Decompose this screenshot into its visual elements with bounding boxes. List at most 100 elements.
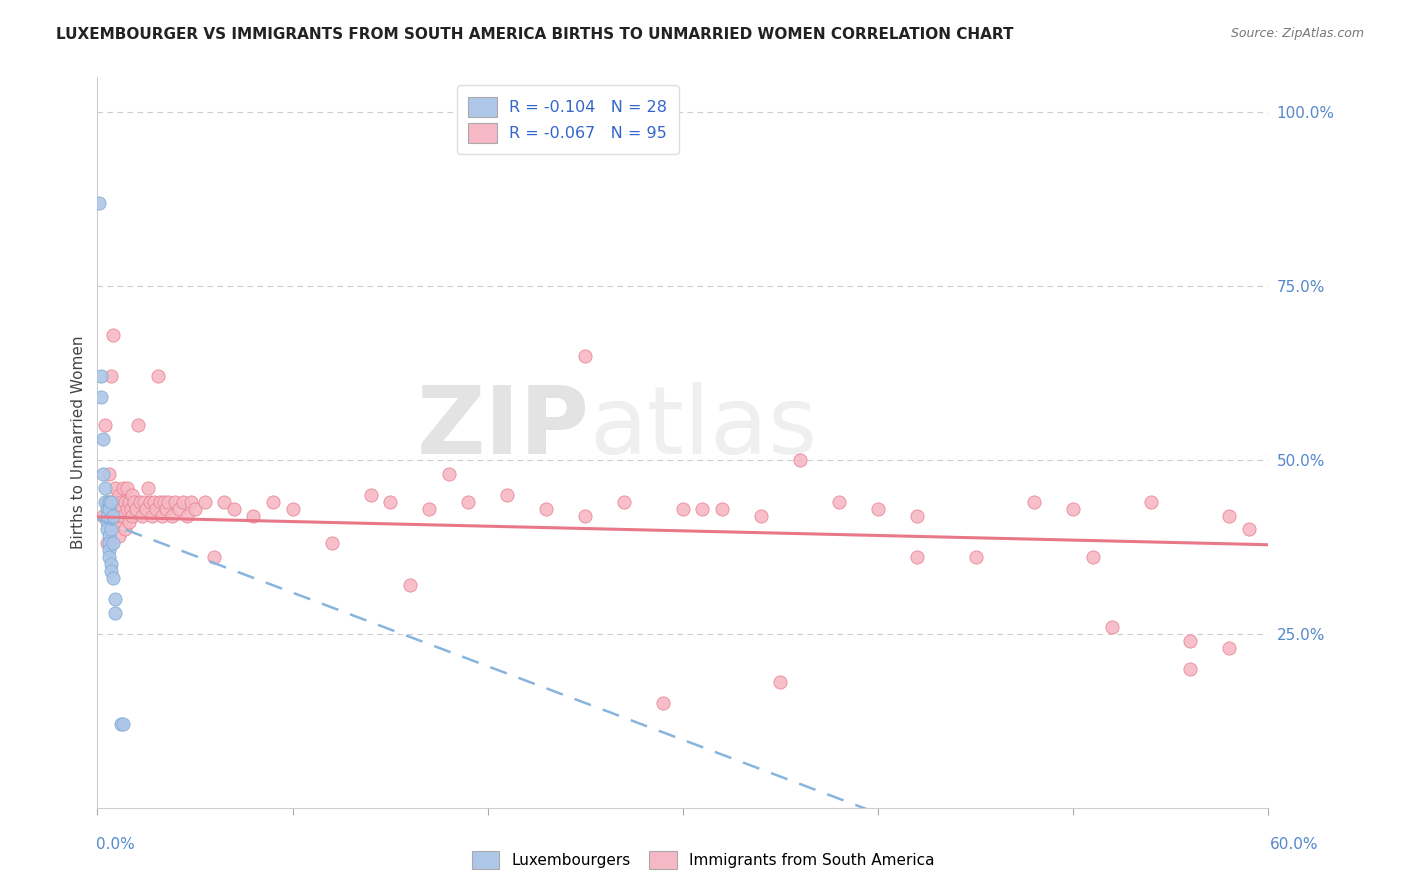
Point (101, 536, 124, 550)
Text: Source: ZipAtlas.com: Source: ZipAtlas.com (1230, 27, 1364, 40)
Text: atlas: atlas (589, 382, 817, 474)
Point (127, 418, 149, 433)
Point (212, 494, 235, 508)
Point (98, 501, 121, 516)
Point (574, 349, 596, 363)
Point (98, 494, 121, 508)
Legend: R = -0.104   N = 28, R = -0.067   N = 95: R = -0.104 N = 28, R = -0.067 N = 95 (457, 86, 679, 154)
Point (194, 494, 217, 508)
Point (165, 494, 187, 508)
Point (115, 501, 138, 516)
Point (146, 369, 169, 384)
Point (131, 508, 153, 523)
Point (91, 467, 114, 481)
Point (104, 606, 127, 620)
Point (965, 550, 987, 565)
Point (1140, 494, 1163, 508)
Point (96, 508, 118, 523)
Point (156, 494, 179, 508)
Point (905, 508, 928, 523)
Point (120, 501, 142, 516)
Point (100, 369, 122, 384)
Point (574, 508, 596, 523)
Y-axis label: Births to Unmarried Women: Births to Unmarried Women (72, 335, 86, 549)
Point (124, 494, 146, 508)
Point (262, 494, 284, 508)
Point (98, 550, 121, 565)
Point (101, 571, 124, 585)
Point (789, 453, 811, 467)
Point (101, 327, 124, 342)
Point (1237, 523, 1260, 537)
Point (145, 501, 167, 516)
Point (496, 488, 519, 502)
Point (149, 494, 172, 508)
Point (100, 558, 122, 572)
Point (242, 508, 264, 523)
Point (101, 501, 124, 516)
Text: 60.0%: 60.0% (1271, 837, 1319, 852)
Point (90, 369, 112, 384)
Point (104, 481, 127, 495)
Point (90, 390, 112, 404)
Point (152, 494, 174, 508)
Point (868, 501, 890, 516)
Point (94, 418, 117, 433)
Point (91, 432, 114, 446)
Point (204, 550, 226, 565)
Point (150, 508, 173, 523)
Point (104, 592, 127, 607)
Point (104, 516, 127, 530)
Point (91, 508, 114, 523)
Point (94, 494, 117, 508)
Point (222, 501, 245, 516)
Point (457, 494, 479, 508)
Point (139, 494, 162, 508)
Point (121, 488, 143, 502)
Point (89, 195, 111, 210)
Text: ZIP: ZIP (416, 382, 589, 474)
Point (180, 494, 202, 508)
Point (96, 516, 118, 530)
Point (94, 481, 117, 495)
Point (98, 467, 121, 481)
Point (155, 501, 177, 516)
Point (134, 494, 156, 508)
Point (111, 508, 134, 523)
Point (613, 494, 636, 508)
Point (98, 543, 121, 558)
Point (1024, 494, 1046, 508)
Point (105, 508, 128, 523)
Point (769, 675, 792, 690)
Text: 0.0%: 0.0% (96, 837, 135, 852)
Point (172, 494, 194, 508)
Point (96, 523, 118, 537)
Point (121, 508, 143, 523)
Point (321, 536, 343, 550)
Point (1218, 640, 1240, 655)
Point (652, 696, 675, 710)
Point (100, 494, 122, 508)
Point (828, 494, 851, 508)
Point (115, 481, 138, 495)
Point (281, 501, 304, 516)
Text: LUXEMBOURGER VS IMMIGRANTS FROM SOUTH AMERICA BIRTHS TO UNMARRIED WOMEN CORRELAT: LUXEMBOURGER VS IMMIGRANTS FROM SOUTH AM… (56, 27, 1014, 42)
Point (1062, 501, 1084, 516)
Point (1101, 620, 1123, 634)
Point (692, 501, 714, 516)
Point (749, 508, 772, 523)
Point (1218, 508, 1240, 523)
Point (360, 488, 382, 502)
Point (114, 523, 136, 537)
Point (98, 529, 121, 543)
Point (672, 501, 695, 516)
Point (125, 501, 148, 516)
Point (110, 494, 132, 508)
Point (98, 516, 121, 530)
Point (100, 523, 122, 537)
Point (136, 481, 159, 495)
Point (105, 494, 128, 508)
Point (135, 501, 157, 516)
Point (96, 501, 118, 516)
Point (129, 494, 152, 508)
